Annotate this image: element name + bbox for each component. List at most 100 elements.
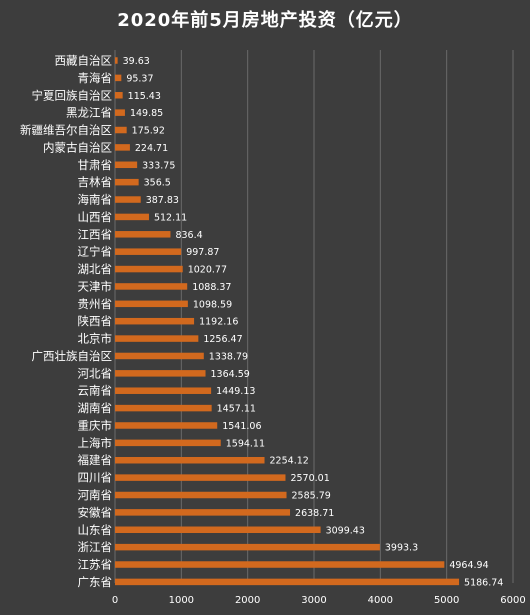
chart-title: 2020年前5月房地产投资（亿元） [117,10,413,31]
data-label: 224.71 [135,143,168,154]
category-label: 河南省 [78,488,113,502]
x-tick-label: 0 [112,595,118,606]
data-label: 2585.79 [292,491,331,502]
category-label: 辽宁省 [78,245,113,259]
bar [115,248,182,255]
category-label: 云南省 [78,384,113,398]
x-tick-label: 2000 [235,595,260,606]
data-label: 1541.06 [222,421,261,432]
category-label: 湖北省 [78,262,113,276]
x-tick-label: 5000 [434,595,459,606]
bar [115,561,445,568]
data-label: 1098.59 [193,299,232,310]
data-label: 5186.74 [464,577,503,588]
category-label: 江苏省 [78,558,113,572]
bar [115,161,138,169]
x-tick-label: 4000 [368,595,393,606]
bar [115,387,212,394]
bar [115,178,139,186]
category-label: 四川省 [78,471,113,485]
bar [115,509,291,516]
bar [115,213,149,221]
category-label: 海南省 [78,193,113,207]
bar [115,526,321,534]
category-label: 天津市 [78,279,113,293]
bar [115,474,286,481]
category-label: 湖南省 [78,401,113,415]
data-label: 2254.12 [270,456,309,467]
category-label: 河北省 [78,366,113,380]
category-label: 陕西省 [78,314,113,328]
category-label: 浙江省 [78,540,113,554]
category-label: 北京市 [78,332,113,346]
x-tick-label: 6000 [500,595,525,606]
data-label: 1594.11 [226,438,265,449]
category-label: 西藏自治区 [55,54,113,68]
category-label: 黑龙江省 [66,106,112,120]
data-label: 3099.43 [326,525,365,536]
data-label: 1192.16 [199,317,238,328]
bar [115,404,212,412]
category-label: 重庆市 [78,418,113,432]
bar [115,300,188,308]
bar [115,92,123,99]
bar [115,543,380,551]
bar [115,335,199,342]
bar [115,196,141,203]
bar [115,109,125,116]
data-label: 356.5 [144,178,171,189]
data-label: 1364.59 [211,369,250,380]
bar [115,578,460,586]
category-label: 江西省 [78,227,113,241]
bar [115,144,130,151]
category-label: 上海市 [78,436,113,450]
bar [115,57,118,64]
data-label: 1256.47 [203,334,242,345]
category-label: 山东省 [78,523,113,537]
data-label: 2570.01 [290,473,329,484]
bar [115,126,127,134]
bar [115,317,195,325]
category-label: 宁夏回族自治区 [32,88,113,102]
x-tick-label: 3000 [301,595,326,606]
data-label: 1449.13 [216,386,255,397]
data-label: 1457.11 [217,404,256,415]
category-label: 青海省 [78,71,113,85]
category-label: 吉林省 [78,175,113,189]
data-label: 149.85 [130,108,163,119]
bar [115,422,218,429]
category-label: 内蒙古自治区 [43,140,112,154]
category-label: 广西壮族自治区 [32,349,113,363]
bar [115,74,122,82]
data-label: 997.87 [186,247,219,258]
category-label: 安徽省 [78,505,113,519]
data-label: 836.4 [175,230,202,241]
category-label: 广东省 [78,575,113,589]
data-label: 115.43 [128,91,161,102]
data-label: 333.75 [142,160,175,171]
bar [115,456,265,464]
bar [115,283,188,290]
data-label: 2638.71 [295,508,334,519]
data-label: 39.63 [123,56,150,67]
data-label: 175.92 [132,126,165,137]
data-label: 3993.3 [385,543,418,554]
category-label: 福建省 [78,453,113,467]
data-label: 4964.94 [449,560,488,571]
data-label: 387.83 [146,195,179,206]
bar [115,352,204,360]
category-label: 新疆维吾尔自治区 [20,123,112,137]
data-label: 1338.79 [209,351,248,362]
data-label: 1088.37 [192,282,231,293]
data-label: 95.37 [126,73,153,84]
data-label: 1020.77 [188,265,227,276]
x-tick-label: 1000 [169,595,194,606]
bar [115,231,171,238]
bar [115,265,183,273]
data-label: 512.11 [154,212,187,223]
category-label: 贵州省 [78,297,113,311]
bar [115,439,221,447]
bar [115,491,287,499]
